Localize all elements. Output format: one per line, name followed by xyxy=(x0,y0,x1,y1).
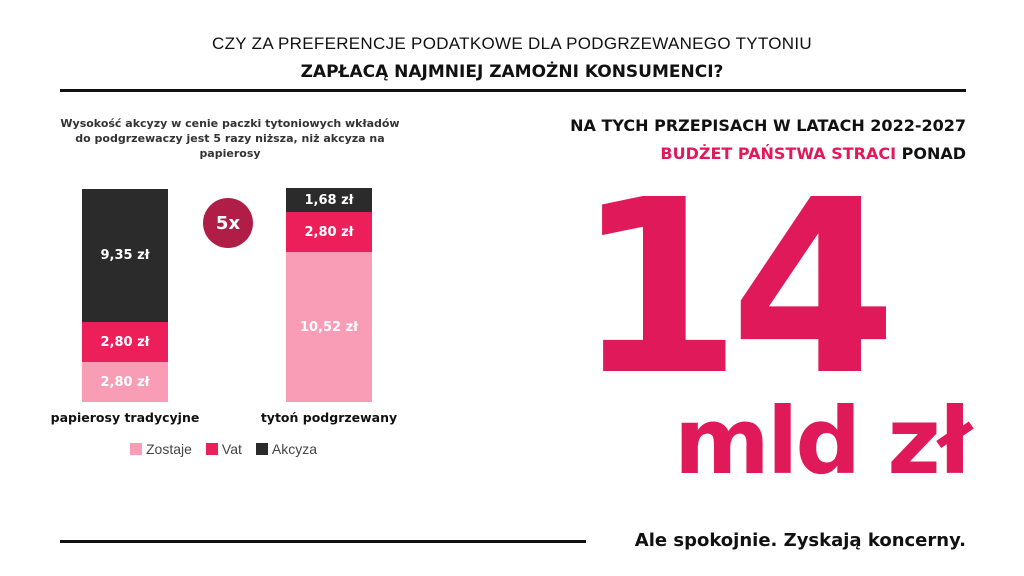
legend-swatch xyxy=(130,443,142,455)
legend: Zostaje Vat Akcyza xyxy=(130,441,317,457)
rest-text: PONAD xyxy=(896,144,966,163)
bar-1-vat: 2,80 zł xyxy=(286,212,372,253)
big-number: 14 xyxy=(575,148,897,428)
ratio-badge: 5x xyxy=(203,198,253,248)
footer-text: Ale spokojnie. Zyskają koncerny. xyxy=(634,530,966,551)
chart-title: Wysokość akcyzy w cenie paczki tytoniowy… xyxy=(60,117,400,160)
highlight-text: BUDŻET PAŃSTWA STRACI xyxy=(660,144,897,163)
header-line-2: ZAPŁACĄ NAJMNIEJ ZAMOŻNI KONSUMENCI? xyxy=(300,62,724,82)
legend-label: Akcyza xyxy=(271,441,318,457)
bar-0-zostaje: 2,80 zł xyxy=(82,362,168,402)
legend-label: Vat xyxy=(221,441,242,457)
x-label-0: papierosy tradycyjne xyxy=(50,410,200,425)
top-divider xyxy=(60,89,966,92)
legend-swatch xyxy=(255,443,268,455)
legend-item-zostaje: Zostaje xyxy=(130,441,192,457)
bar-1-akcyza: 1,68 zł xyxy=(286,188,372,213)
legend-item-vat: Vat xyxy=(205,441,242,457)
legend-swatch xyxy=(205,443,218,455)
bar-1-zostaje: 10,52 zł xyxy=(286,252,372,402)
big-number-unit: mld zł xyxy=(674,388,972,495)
x-label-1: tytoń podgrzewany xyxy=(260,410,398,425)
legend-item-akcyza: Akcyza xyxy=(255,441,318,457)
header-line-1: CZY ZA PREFERENCJE PODATKOWE DLA PODGRZE… xyxy=(212,34,812,53)
bar-0-vat: 2,80 zł xyxy=(82,322,168,363)
bottom-divider xyxy=(60,540,586,543)
legend-label: Zostaje xyxy=(146,441,192,457)
right-line-2: BUDŻET PAŃSTWA STRACI PONAD xyxy=(660,144,966,164)
bar-0-akcyza: 9,35 zł xyxy=(82,189,168,323)
right-line-1: NA TYCH PRZEPISACH W LATACH 2022-2027 xyxy=(570,116,966,135)
